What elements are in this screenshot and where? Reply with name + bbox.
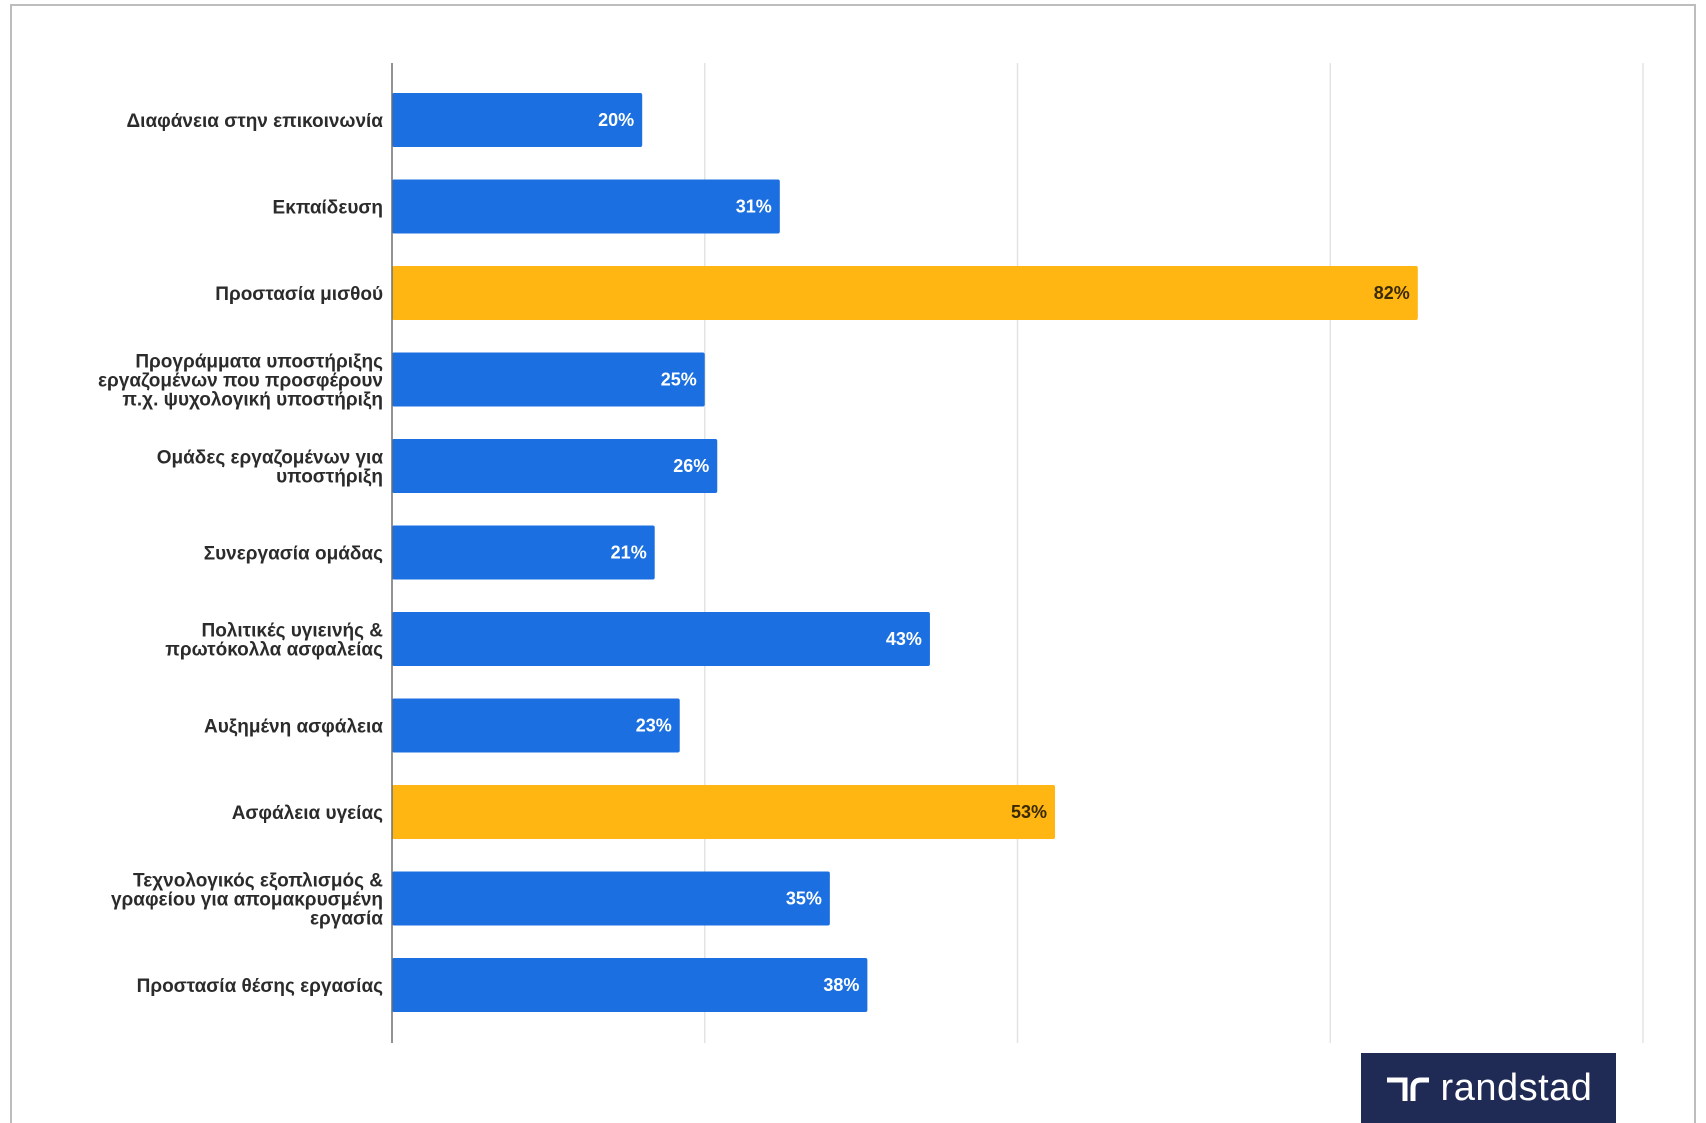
brand-name: randstad: [1440, 1066, 1593, 1109]
category-label-5: Συνεργασία ομάδας: [204, 544, 383, 565]
bar-7: [392, 698, 680, 753]
category-label-layer: Διαφάνεια στην επικοινωνία Εκπαίδευση Προσ…: [98, 111, 383, 997]
value-label-9: 35%: [786, 889, 822, 909]
bar-10: [392, 958, 868, 1012]
randstad-logo: randstad: [1361, 1053, 1616, 1123]
value-label-0: 20%: [598, 110, 634, 130]
category-label-8-line-0: Ασφάλεια υγείας: [232, 803, 383, 824]
category-label-8: Ασφάλεια υγείας: [232, 803, 383, 824]
category-label-3-line-2: π.χ. ψυχολογική υποστήριξη: [122, 390, 383, 411]
value-label-10: 38%: [823, 975, 859, 995]
category-label-1: Εκπαίδευση: [273, 198, 383, 219]
category-label-9-line-2: εργασία: [310, 909, 383, 930]
category-label-9-line-1: γραφείου για απομακρυσμένη: [111, 890, 383, 911]
category-label-10-line-0: Προστασία θέσης εργασίας: [137, 976, 384, 997]
category-label-0: Διαφάνεια στην επικοινωνία: [127, 111, 384, 132]
category-label-2-line-0: Προστασία μισθού: [215, 284, 383, 305]
bar-5: [392, 525, 655, 580]
category-label-4-line-0: Ομάδες εργαζομένων για: [157, 448, 384, 469]
value-label-1: 31%: [736, 197, 772, 217]
category-label-3: Προγράμματα υποστήριξης εργαζομένων που π…: [98, 352, 383, 411]
bar-0: [392, 93, 643, 147]
bar-4: [392, 439, 718, 493]
bar-8: [392, 785, 1056, 839]
bar-6: [392, 612, 930, 666]
bar-2: [392, 266, 1418, 320]
category-label-6: Πολιτικές υγιεινής & πρωτόκολλα ασφαλείας: [165, 621, 383, 661]
value-label-2: 82%: [1374, 283, 1410, 303]
category-label-9-line-0: Τεχνολογικός εξοπλισμός &: [133, 871, 383, 892]
value-label-7: 23%: [636, 716, 672, 736]
bar-1: [392, 179, 780, 234]
category-label-3-line-0: Προγράμματα υποστήριξης: [135, 352, 383, 373]
category-label-0-line-0: Διαφάνεια στην επικοινωνία: [127, 111, 384, 132]
bar-layer: 20% 31% 82% 25% 26% 21% 43% 23% 53% 35% 38%: [392, 93, 1418, 1012]
category-label-2: Προστασία μισθού: [215, 284, 383, 305]
value-label-8: 53%: [1011, 802, 1047, 822]
value-label-5: 21%: [611, 543, 647, 563]
value-label-4: 26%: [673, 456, 709, 476]
grid-layer: [704, 63, 1644, 1043]
category-label-6-line-0: Πολιτικές υγιεινής &: [201, 621, 383, 642]
category-label-4-line-1: υποστήριξη: [276, 467, 383, 488]
bar-3: [392, 352, 705, 407]
category-label-9: Τεχνολογικός εξοπλισμός & γραφείου για απ…: [111, 871, 383, 930]
category-label-3-line-1: εργαζομένων που προσφέρουν: [98, 371, 383, 392]
randstad-mark-icon: [1386, 1077, 1429, 1101]
category-label-7-line-0: Αυξημένη ασφάλεια: [204, 717, 383, 738]
category-label-5-line-0: Συνεργασία ομάδας: [204, 544, 383, 565]
category-label-4: Ομάδες εργαζομένων για υποστήριξη: [157, 448, 384, 488]
value-label-3: 25%: [661, 370, 697, 390]
chart-frame: [10, 4, 1696, 1123]
category-label-6-line-1: πρωτόκολλα ασφαλείας: [165, 640, 383, 661]
category-label-1-line-0: Εκπαίδευση: [273, 198, 383, 219]
category-label-10: Προστασία θέσης εργασίας: [137, 976, 384, 997]
value-label-6: 43%: [886, 629, 922, 649]
bar-9: [392, 871, 830, 926]
category-label-7: Αυξημένη ασφάλεια: [204, 717, 383, 738]
